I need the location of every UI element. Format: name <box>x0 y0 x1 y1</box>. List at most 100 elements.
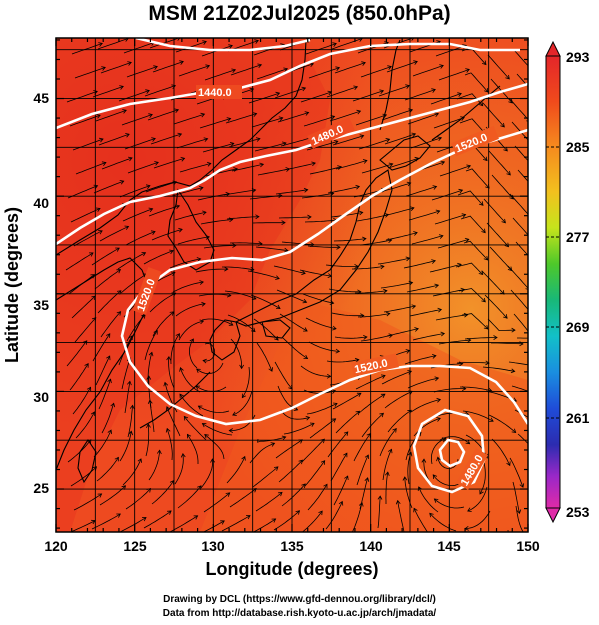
streamline-arrowhead <box>364 477 370 482</box>
credit-drawing: Drawing by DCL (https://www.gfd-dennou.o… <box>163 594 436 605</box>
streamline <box>281 241 314 246</box>
contour-1480-low <box>438 438 466 468</box>
streamline <box>91 513 121 530</box>
streamline <box>93 180 124 194</box>
streamline-arrowhead <box>457 92 462 97</box>
streamline <box>180 367 201 393</box>
streamline-arrowhead <box>278 193 283 199</box>
streamline <box>283 422 315 435</box>
streamline-arrowhead <box>506 170 511 176</box>
streamline <box>122 458 142 486</box>
streamline <box>361 412 384 438</box>
streamline-arrowhead <box>311 161 316 167</box>
streamline-arrowhead <box>331 389 337 394</box>
streamline-arrowhead <box>411 304 417 309</box>
streamline <box>255 492 283 512</box>
streamline <box>150 133 182 145</box>
streamline <box>203 245 236 249</box>
streamline <box>231 163 264 172</box>
streamline <box>124 381 131 414</box>
streamline <box>461 47 487 65</box>
streamline-arrowhead <box>505 74 510 80</box>
streamline-arrowhead <box>82 340 88 345</box>
y-tick-label: 45 <box>33 90 49 106</box>
x-tick-label: 150 <box>516 538 540 554</box>
streamline <box>94 269 121 290</box>
contour-1520-low <box>412 408 486 494</box>
streamline-arrowhead <box>305 415 311 421</box>
streamline <box>149 38 180 49</box>
streamline-arrowhead <box>478 201 484 206</box>
streamline <box>406 284 439 293</box>
streamline <box>121 357 131 390</box>
streamline-arrowhead <box>405 256 411 262</box>
streamline-arrowhead <box>302 298 308 304</box>
streamline-arrowhead <box>383 288 388 294</box>
streamline <box>175 41 207 53</box>
streamline-arrowhead <box>141 517 147 522</box>
streamline <box>201 318 233 326</box>
streamline <box>280 137 313 147</box>
streamline <box>74 67 106 79</box>
streamline-arrowhead <box>481 60 487 66</box>
streamline-arrowhead <box>116 290 122 295</box>
streamline-arrowhead <box>434 283 440 289</box>
streamline <box>127 405 133 438</box>
streamline-arrowhead <box>534 329 538 333</box>
streamline-arrowhead <box>402 476 408 481</box>
streamline <box>413 418 441 437</box>
streamline-arrowhead <box>332 325 337 331</box>
streamline <box>99 226 129 242</box>
streamline-arrowhead <box>303 187 309 193</box>
y-tick-label: 40 <box>33 195 49 211</box>
streamline-arrowhead <box>278 116 284 122</box>
streamline-arrowhead <box>90 411 96 417</box>
streamline <box>283 162 316 171</box>
contour-label: 1440.0 <box>198 87 232 99</box>
streamline <box>279 313 308 332</box>
streamline <box>385 472 389 504</box>
streamline-arrowhead <box>146 423 151 428</box>
streamline-arrowhead <box>257 63 263 69</box>
streamline <box>334 336 367 339</box>
streamline-arrowhead <box>301 483 306 489</box>
streamline-arrowhead <box>125 133 130 138</box>
streamline <box>409 309 442 317</box>
streamline <box>439 165 471 177</box>
streamline <box>465 168 490 189</box>
streamline <box>377 496 381 529</box>
streamline <box>438 69 470 81</box>
streamline-arrowhead <box>436 456 441 462</box>
streamline-arrowhead <box>355 410 361 416</box>
streamline <box>177 236 210 245</box>
x-tick-label: 125 <box>123 538 147 554</box>
streamline <box>101 403 115 434</box>
streamline-arrowhead <box>163 381 169 387</box>
streamline <box>73 230 103 247</box>
coastline-sakhalin <box>379 39 401 131</box>
streamline <box>96 457 119 482</box>
streamline <box>221 515 251 532</box>
streamline-arrowhead <box>97 493 103 498</box>
streamline-arrowhead <box>86 386 92 392</box>
streamline-arrowhead <box>180 156 186 162</box>
streamline-arrowhead <box>385 138 391 143</box>
streamline <box>299 269 332 277</box>
streamline-arrowhead <box>531 238 535 242</box>
streamline <box>352 502 363 532</box>
x-tick-label: 145 <box>437 538 461 554</box>
streamline <box>381 109 413 121</box>
streamline-arrowhead <box>204 433 209 439</box>
streamline-arrowhead <box>206 161 212 167</box>
streamline <box>353 433 371 462</box>
streamline-arrowhead <box>463 312 469 318</box>
streamline <box>232 390 253 416</box>
streamline-arrowhead <box>177 132 183 138</box>
streamline <box>460 215 486 233</box>
streamline <box>202 520 225 532</box>
streamline <box>335 160 368 170</box>
streamline-arrowhead <box>465 68 470 73</box>
streamline-arrowhead <box>179 393 184 399</box>
streamline-arrowhead <box>534 94 538 98</box>
streamline-arrowhead <box>533 166 537 170</box>
